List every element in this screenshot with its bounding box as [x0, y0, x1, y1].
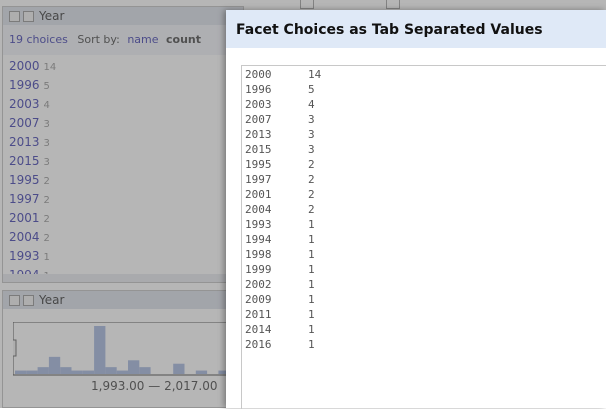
- tsv-value: 1997: [245, 173, 272, 186]
- tsv-value: 2015: [245, 143, 272, 156]
- tsv-count: 3: [308, 113, 315, 126]
- tsv-row: 2009 1: [245, 292, 315, 307]
- tsv-count: 5: [308, 83, 315, 96]
- tsv-count: 14: [308, 68, 322, 81]
- tsv-count: 2: [308, 188, 315, 201]
- tsv-count: 1: [308, 278, 315, 291]
- tsv-count: 4: [308, 98, 315, 111]
- tsv-value: 2001: [245, 188, 272, 201]
- tsv-row: 1996 5: [245, 82, 315, 97]
- dialog-title: Facet Choices as Tab Separated Values: [226, 10, 606, 48]
- tsv-count: 1: [308, 248, 315, 261]
- tsv-count: 3: [308, 128, 315, 141]
- dialog: Facet Choices as Tab Separated Values 20…: [226, 10, 606, 409]
- tsv-count: 1: [308, 218, 315, 231]
- tsv-row: 2004 2: [245, 202, 315, 217]
- tsv-row: 2011 1: [245, 307, 315, 322]
- tsv-value: 2003: [245, 98, 272, 111]
- tsv-row: 2007 3: [245, 112, 315, 127]
- tsv-row: 1993 1: [245, 217, 315, 232]
- tsv-row: 1999 1: [245, 262, 315, 277]
- tsv-value: 2000: [245, 68, 272, 81]
- tsv-value: 2007: [245, 113, 272, 126]
- tsv-value: 2013: [245, 128, 272, 141]
- tsv-count: 2: [308, 173, 315, 186]
- tsv-row: 1994 1: [245, 232, 315, 247]
- tsv-count: 2: [308, 203, 315, 216]
- tsv-row: 2014 1: [245, 322, 315, 337]
- tsv-count: 3: [308, 143, 315, 156]
- tsv-row: 2002 1: [245, 277, 315, 292]
- tsv-count: 1: [308, 263, 315, 276]
- tsv-value: 1994: [245, 233, 272, 246]
- tsv-value: 2002: [245, 278, 272, 291]
- tsv-row: 1995 2: [245, 157, 315, 172]
- tsv-value: 1995: [245, 158, 272, 171]
- tsv-count: 1: [308, 233, 315, 246]
- tsv-value: 1993: [245, 218, 272, 231]
- tsv-value: 2016: [245, 338, 272, 351]
- tsv-value: 2014: [245, 323, 272, 336]
- tsv-count: 1: [308, 308, 315, 321]
- tsv-row: 1997 2: [245, 172, 315, 187]
- tsv-row: 2000 14: [245, 67, 321, 82]
- tsv-value: 2009: [245, 293, 272, 306]
- tsv-count: 2: [308, 158, 315, 171]
- tsv-value: 1999: [245, 263, 272, 276]
- tsv-value: 1998: [245, 248, 272, 261]
- tsv-count: 1: [308, 338, 315, 351]
- tsv-value: 2011: [245, 308, 272, 321]
- tsv-row: 2003 4: [245, 97, 315, 112]
- tsv-row: 2015 3: [245, 142, 315, 157]
- tsv-value: 2004: [245, 203, 272, 216]
- tsv-count: 1: [308, 293, 315, 306]
- tsv-count: 1: [308, 323, 315, 336]
- tsv-row: 2001 2: [245, 187, 315, 202]
- tsv-row: 2016 1: [245, 337, 315, 352]
- tsv-row: 1998 1: [245, 247, 315, 262]
- tsv-value: 1996: [245, 83, 272, 96]
- tsv-textarea[interactable]: 2000 14 1996 5 2003 4 2007 3 2013 3 2015 3 1995 2 1997…: [241, 65, 606, 409]
- tsv-row: 2013 3: [245, 127, 315, 142]
